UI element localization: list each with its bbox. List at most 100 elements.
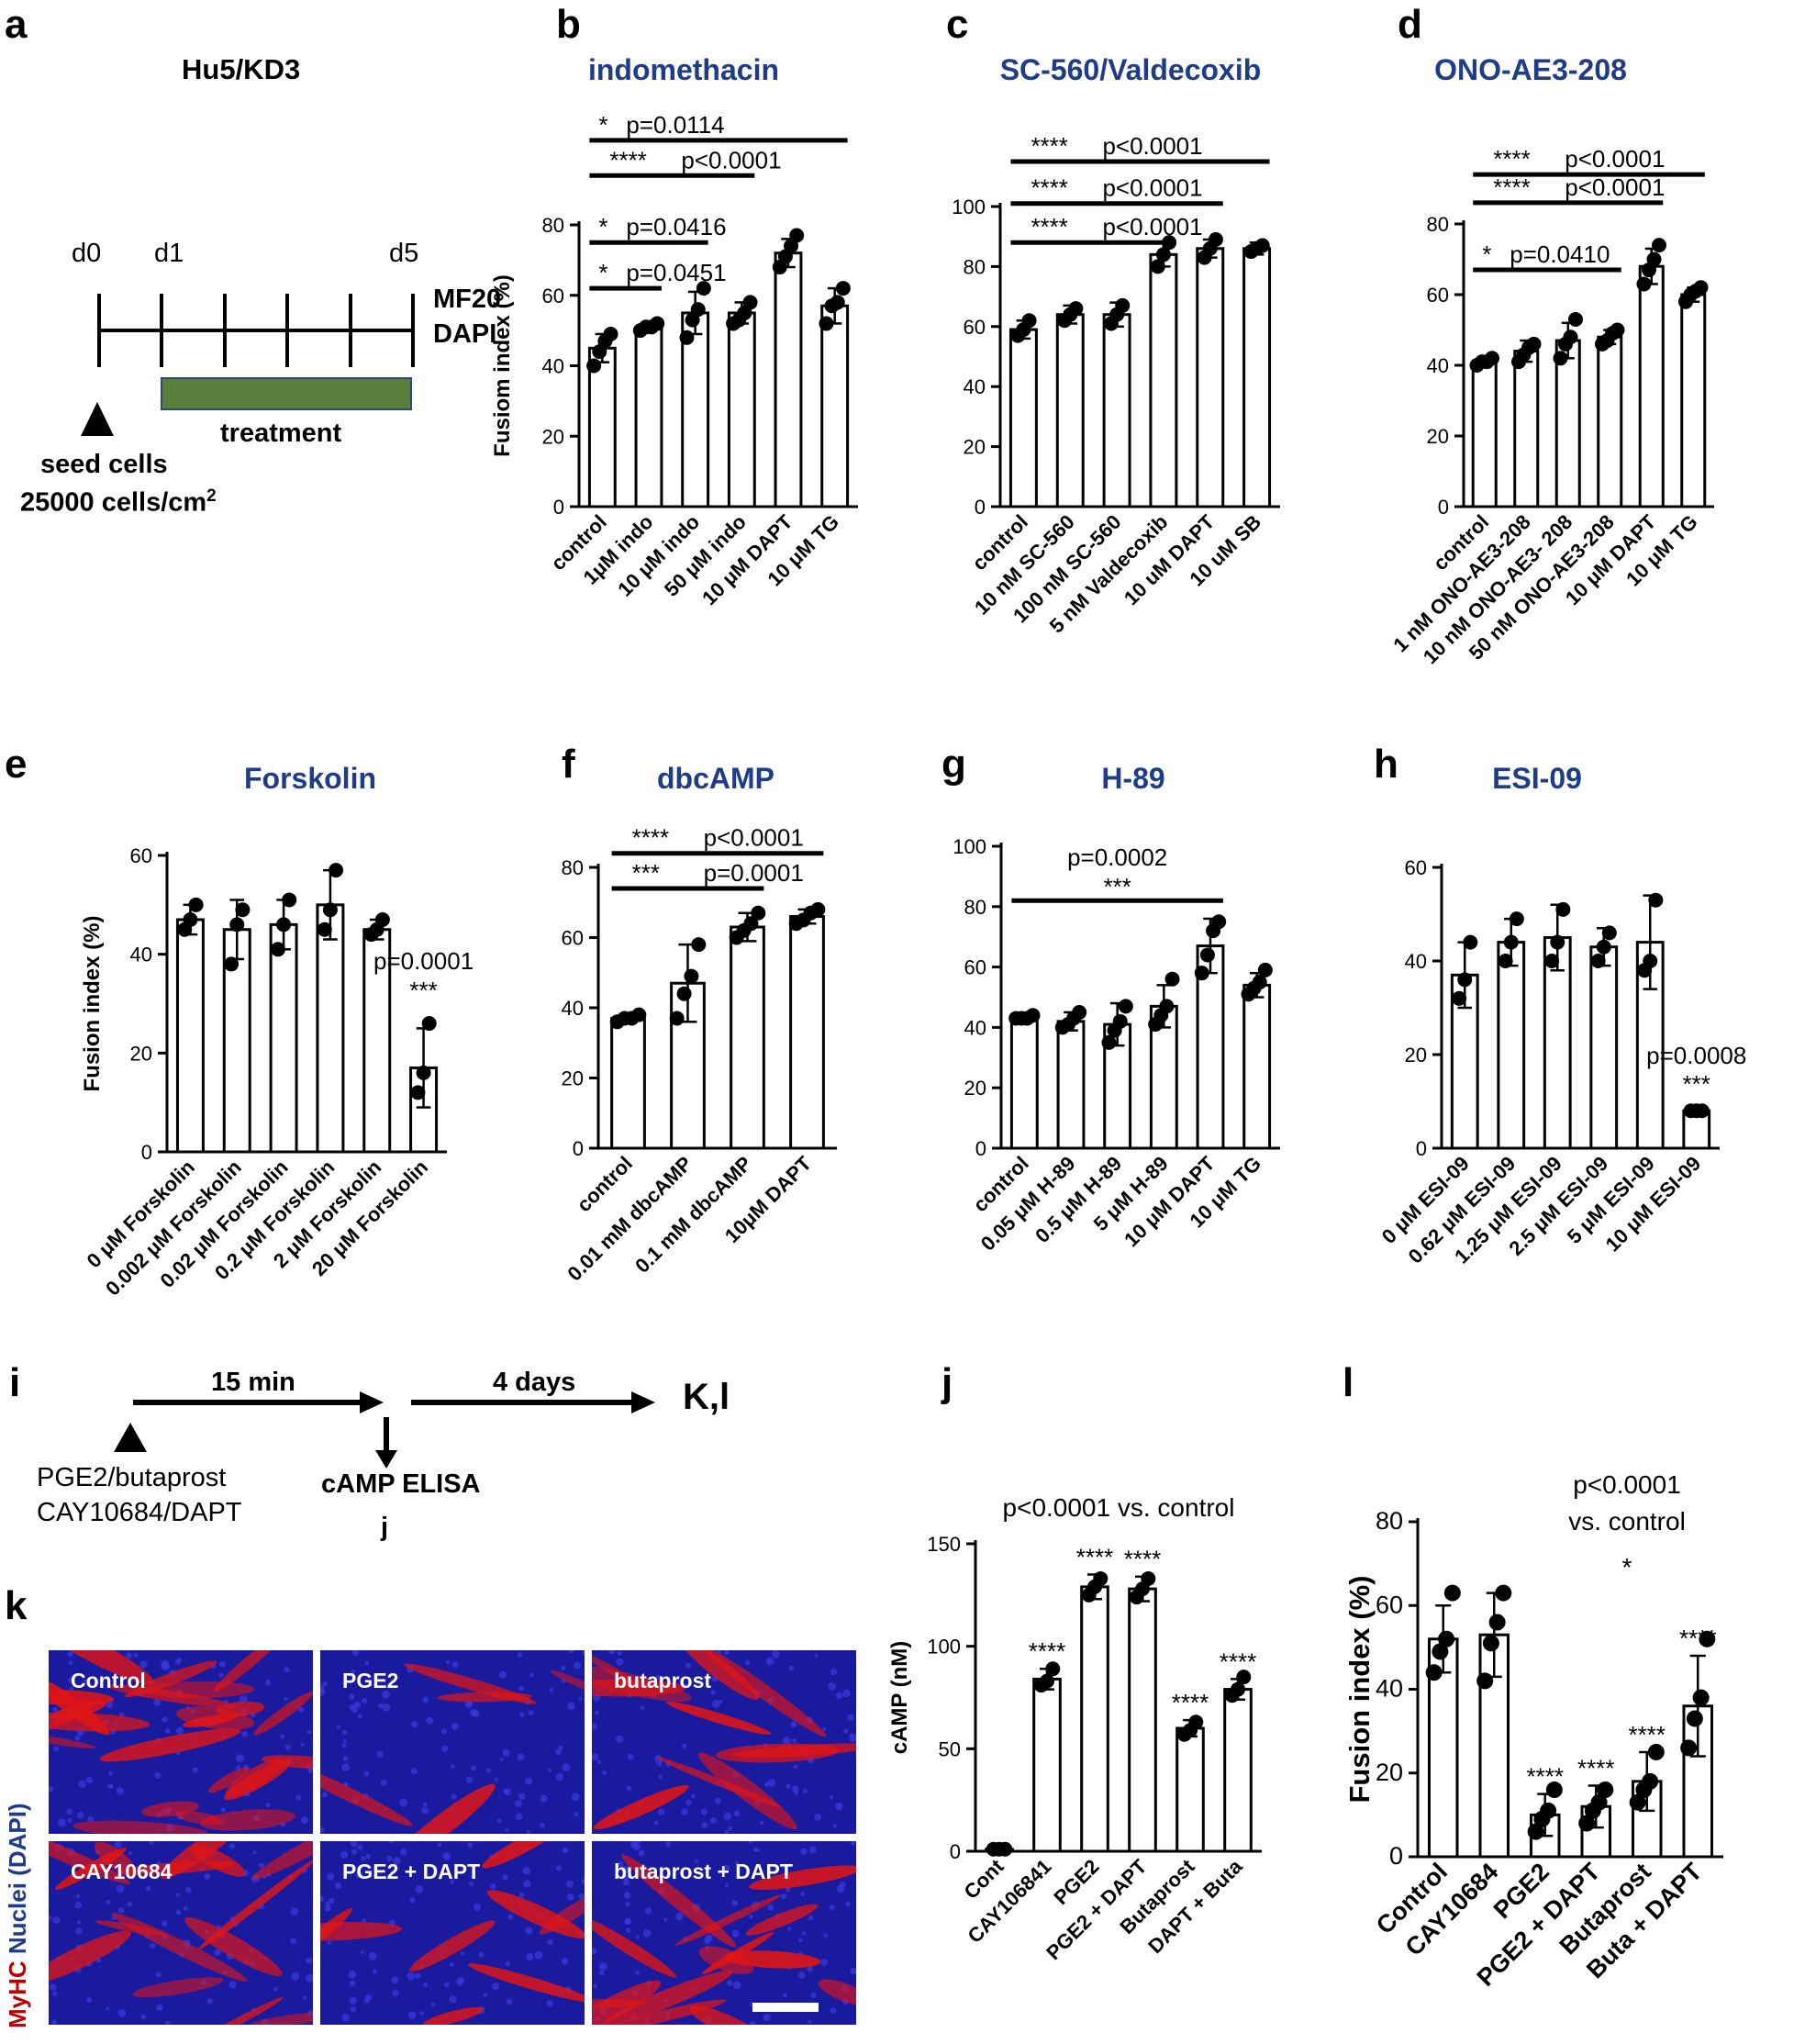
myotube — [184, 1917, 283, 1976]
nucleus — [372, 1969, 377, 1974]
nucleus — [393, 1857, 401, 1865]
scale-bar-rect — [752, 2003, 819, 2012]
data-point — [1550, 934, 1565, 950]
myotube — [723, 1950, 821, 1969]
data-point — [1068, 301, 1084, 317]
nucleus — [519, 1712, 525, 1717]
myotube — [680, 1650, 760, 1701]
nucleus — [74, 1901, 83, 1909]
micrograph-label: PGE2 — [342, 1669, 399, 1692]
nucleus — [602, 1770, 607, 1776]
data-point — [1159, 999, 1175, 1014]
myotube — [818, 1979, 856, 2005]
data-point — [1545, 1782, 1563, 1798]
nucleus — [382, 1678, 387, 1683]
nucleus — [162, 1716, 168, 1723]
bar — [1102, 313, 1131, 508]
nucleus — [295, 1794, 302, 1801]
data-point — [329, 863, 344, 878]
y-tick-label: 40 — [562, 997, 584, 1020]
nucleus — [162, 1920, 168, 1927]
nucleus — [561, 1665, 566, 1670]
header-note: p<0.0001 — [1573, 1470, 1681, 1499]
nucleus — [361, 1856, 366, 1861]
myotube — [731, 1743, 856, 1758]
data-point — [691, 937, 707, 953]
nucleus — [106, 1701, 114, 1709]
duration-15min: 15 min — [211, 1368, 295, 1397]
y-tick-label: 50 — [939, 1737, 961, 1760]
stain-label-myhc: MyHC — [4, 1960, 31, 2028]
nucleus — [74, 1735, 81, 1741]
data-point — [1680, 1739, 1698, 1757]
data-point — [1699, 1630, 1716, 1647]
nucleus — [540, 1822, 546, 1828]
nucleus — [451, 1764, 455, 1769]
chart-title-b: indomethacin — [587, 53, 780, 86]
nucleus — [306, 1957, 313, 1964]
nucleus — [386, 1856, 393, 1862]
nucleus — [680, 1808, 688, 1815]
significance-stars: **** — [1172, 1689, 1209, 1716]
y-tick-label: 150 — [927, 1533, 961, 1556]
bar — [1680, 293, 1707, 508]
myotube — [49, 1650, 155, 1685]
nucleus — [807, 1966, 814, 1972]
y-tick-label: 20 — [562, 1067, 584, 1090]
nucleus — [392, 1989, 399, 1997]
day-label-d5: d5 — [389, 239, 419, 268]
nucleus — [814, 1654, 819, 1659]
panel-letter-h: h — [1374, 742, 1398, 787]
data-point — [1555, 901, 1571, 917]
seed-density: 25000 cells/cm — [20, 487, 207, 518]
data-point — [1652, 238, 1667, 253]
myotube — [214, 1650, 284, 1692]
nucleus — [75, 1927, 83, 1935]
myotube — [189, 1997, 284, 2025]
nucleus — [174, 1659, 181, 1665]
bar — [1056, 1020, 1086, 1150]
nucleus — [49, 1786, 54, 1793]
nucleus — [183, 1905, 188, 1911]
data-point — [1463, 934, 1478, 950]
data-point — [1526, 336, 1542, 352]
data-point — [810, 901, 826, 917]
y-tick-label: 20 — [964, 436, 986, 459]
nucleus — [496, 1818, 502, 1824]
data-point — [1211, 914, 1227, 930]
nucleus — [820, 1958, 829, 1966]
nucleus — [616, 1658, 624, 1666]
micrograph-texture — [49, 1650, 313, 1834]
nucleus — [808, 2019, 812, 2025]
myotube — [745, 1904, 819, 1936]
nucleus — [236, 1754, 244, 1763]
y-tick-label: 80 — [1376, 1507, 1403, 1535]
nucleus — [829, 1794, 834, 1800]
nucleus — [68, 1677, 74, 1683]
nucleus — [845, 1901, 851, 1907]
nucleus — [529, 1672, 534, 1678]
data-point — [1495, 1584, 1512, 1602]
y-tick-label: 40 — [1405, 950, 1427, 973]
nucleus — [382, 1703, 391, 1712]
y-axis-label: Fusion index (%) — [1343, 1576, 1376, 1804]
nucleus — [849, 1733, 853, 1737]
data-point — [1072, 1004, 1087, 1020]
data-point — [603, 326, 618, 341]
data-point — [1485, 351, 1500, 366]
nucleus — [607, 1650, 615, 1655]
myotube — [539, 1893, 585, 1935]
data-point — [188, 897, 204, 912]
data-point — [1199, 947, 1215, 963]
nucleus — [595, 1710, 600, 1715]
y-tick-label: 20 — [1427, 425, 1449, 448]
data-point — [819, 316, 834, 331]
significance-stars: * — [598, 259, 607, 286]
nucleus — [78, 1780, 86, 1788]
nucleus — [451, 1793, 457, 1800]
data-point — [743, 916, 759, 932]
nucleus — [350, 1841, 358, 1848]
data-point — [410, 1085, 426, 1100]
